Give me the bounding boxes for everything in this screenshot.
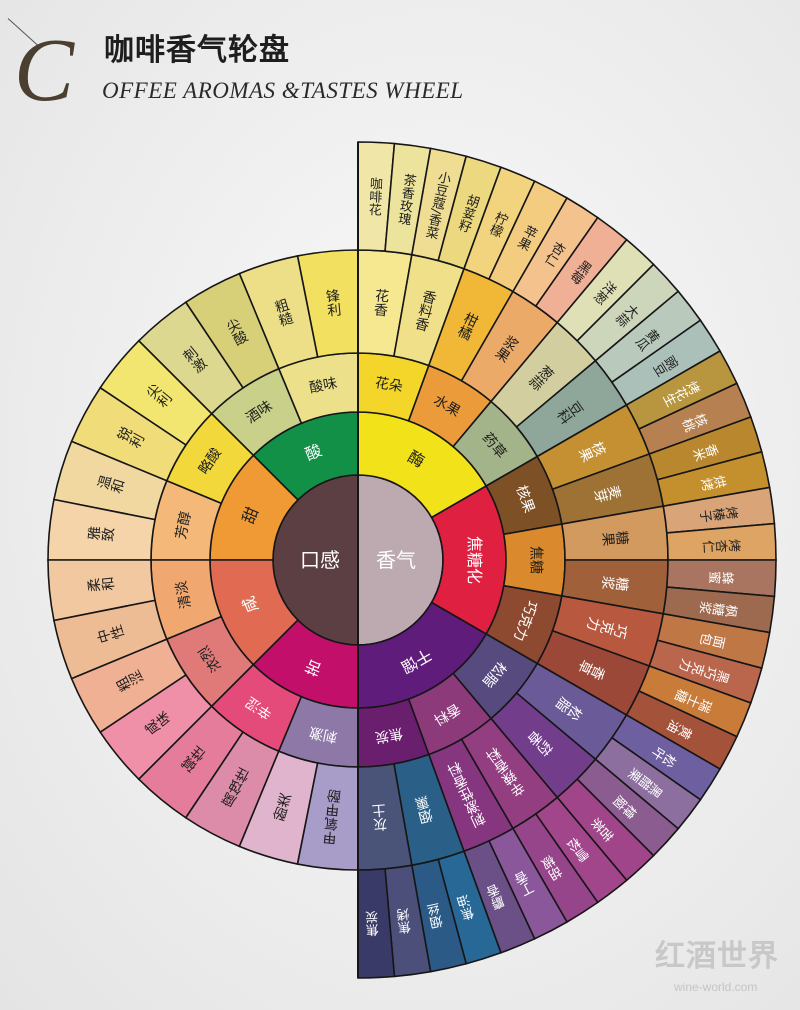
aroma-center-label: 香气 [376,548,416,572]
segment-label: 焦糖化 [465,536,484,584]
segment-label: 灰土 [371,803,389,833]
title-initial: C [14,21,75,120]
segment-label: 粗糙 [271,297,295,329]
taste-ring4-segment [47,498,156,561]
segment-label: 咖啡花 [365,177,382,218]
taste-ring4-segment [70,386,187,482]
segment-label: 中性 [95,623,127,647]
taste-ring4-segment [238,750,319,865]
segment-label: 烟熏 [413,794,436,825]
segment-label: 酸 [302,441,324,465]
segment-label: 蜂蜜 [708,568,735,585]
taste-ring4-segment [70,638,187,734]
taste-ring4-segment [238,255,319,370]
segment-label: 酚类 [271,791,295,823]
taste-ring4-segment [137,301,245,415]
segment-label: 甲氧甲酚 [322,788,343,846]
segment-label: 雅致 [86,525,116,544]
segment-label: 烟丝 [426,901,447,930]
taste-ring4-segment [184,731,280,848]
segment-label: 焦糖 [528,546,544,574]
segment-label: 花香 [371,288,389,318]
segment-label: 甜 [239,504,263,526]
segment-label: 清淡 [173,579,194,610]
segment-label: 酸味 [308,375,339,396]
taste-ring4-segment [53,599,168,680]
watermark-logo: 红酒世界 [655,939,779,974]
segment-label: 糖果 [601,528,631,546]
segment-label: 烤杏仁 [701,536,741,553]
segment-label: 柔和 [86,576,116,595]
taste-ring4-segment [99,673,213,781]
segment-label: 苦 [302,656,324,680]
segment-label: 咸 [239,594,263,616]
segment-label: 芳醇 [172,510,194,541]
taste-ring4-segment [296,762,359,871]
segment-label: 麦芽 [592,482,623,505]
segment-label: 面包 [699,629,728,650]
segment-label: 焦炭 [365,909,382,937]
segment-label: 温和 [95,473,127,497]
segment-label: 烤榛子 [698,503,739,524]
taste-center-label: 口感 [300,548,340,572]
segment-label: 焦炭 [374,724,404,745]
page-title: 咖啡香气轮盘 [104,33,290,68]
taste-ring4-segment [99,339,213,447]
page-subtitle: OFFEE AROMAS &TASTES WHEEL [102,78,464,103]
segment-label: 烘烤 [699,471,728,492]
segment-label: 糖浆 [601,573,631,591]
watermark-url: wine-world.com [674,980,758,994]
taste-ring4-segment [137,705,245,819]
segment-label: 花朵 [374,375,404,396]
segment-label: 锋利 [323,288,342,318]
taste-ring4-segment [53,440,168,521]
segment-label: 枫糖浆 [698,597,739,618]
segment-label: 焦烤 [396,907,415,935]
taste-ring4-segment [184,272,280,389]
segment-label: 刺激 [308,724,339,746]
